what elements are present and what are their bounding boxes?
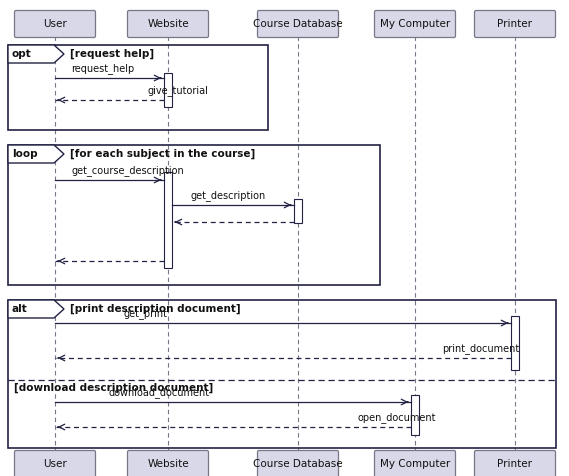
Bar	[294, 199, 302, 223]
Text: opt: opt	[12, 49, 32, 59]
Text: My Computer: My Computer	[380, 459, 450, 469]
Bar	[8, 45, 268, 130]
Text: Printer: Printer	[497, 19, 533, 29]
Text: [print description document]: [print description document]	[70, 304, 241, 314]
Bar	[8, 300, 556, 448]
Text: Website: Website	[147, 19, 189, 29]
FancyBboxPatch shape	[475, 450, 555, 476]
Text: Course Database: Course Database	[253, 19, 343, 29]
Text: User: User	[43, 459, 67, 469]
Polygon shape	[8, 45, 64, 63]
Text: download_document: download_document	[109, 387, 209, 398]
FancyBboxPatch shape	[14, 10, 96, 38]
Bar	[8, 145, 380, 285]
FancyBboxPatch shape	[374, 450, 456, 476]
Text: [download description document]: [download description document]	[14, 383, 213, 393]
Text: Website: Website	[147, 459, 189, 469]
FancyBboxPatch shape	[127, 10, 208, 38]
Text: get_course_description: get_course_description	[71, 165, 184, 176]
Text: Course Database: Course Database	[253, 459, 343, 469]
Text: Printer: Printer	[497, 459, 533, 469]
Text: My Computer: My Computer	[380, 19, 450, 29]
Text: request_help: request_help	[71, 63, 135, 74]
Polygon shape	[8, 145, 64, 163]
FancyBboxPatch shape	[258, 10, 339, 38]
Bar	[164, 73, 172, 107]
Bar	[164, 172, 172, 268]
Bar	[511, 316, 519, 370]
Text: loop: loop	[12, 149, 38, 159]
Text: alt: alt	[12, 304, 28, 314]
Text: [for each subject in the course]: [for each subject in the course]	[70, 149, 255, 159]
FancyBboxPatch shape	[14, 450, 96, 476]
Bar	[411, 395, 419, 435]
Text: [request help]: [request help]	[70, 49, 154, 59]
Text: give_tutorial: give_tutorial	[147, 85, 208, 96]
Text: print_document: print_document	[443, 343, 520, 354]
FancyBboxPatch shape	[475, 10, 555, 38]
Polygon shape	[8, 300, 64, 318]
FancyBboxPatch shape	[258, 450, 339, 476]
FancyBboxPatch shape	[374, 10, 456, 38]
Text: get_print: get_print	[123, 308, 167, 319]
Text: get_description: get_description	[190, 190, 266, 201]
Text: open_document: open_document	[357, 412, 436, 423]
Text: User: User	[43, 19, 67, 29]
FancyBboxPatch shape	[127, 450, 208, 476]
